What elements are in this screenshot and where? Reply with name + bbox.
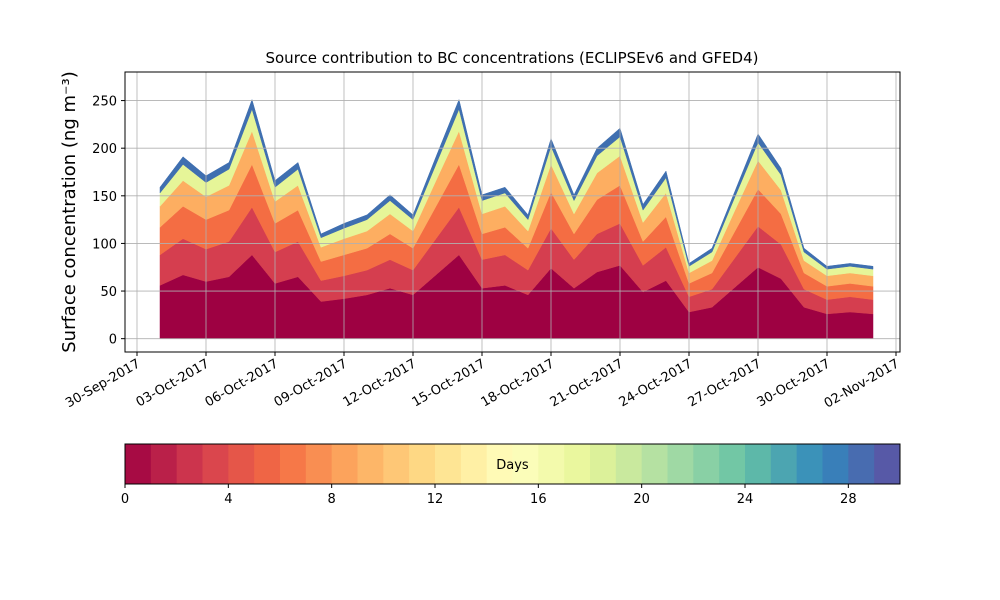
x-tick-label: 09-Oct-2017: [272, 356, 350, 410]
colorbar-tick-label: 12: [427, 492, 444, 507]
x-tick-label: 30-Oct-2017: [755, 356, 833, 410]
colorbar-level: [357, 444, 384, 484]
colorbar-level: [745, 444, 772, 484]
plot-frame: [124, 71, 901, 353]
y-axis-label: Surface concentration (ng m⁻³): [59, 71, 80, 353]
colorbar-level: [512, 444, 539, 484]
x-tick-label: 02-Nov-2017: [822, 356, 902, 411]
colorbar-level: [305, 444, 333, 484]
colorbar-level: [538, 444, 565, 484]
colorbar-level: [615, 444, 643, 484]
x-tick-label: 06-Oct-2017: [203, 356, 281, 410]
y-tick-label: 200: [92, 142, 117, 157]
y-tick-label: 0: [109, 333, 117, 348]
colorbar-level: [228, 444, 255, 484]
x-tick-label: 24-Oct-2017: [617, 356, 695, 410]
colorbar-tick-label: 28: [840, 492, 857, 507]
colorbar-level: [150, 444, 178, 484]
x-tick-label: 03-Oct-2017: [134, 356, 212, 410]
x-tick-label: 18-Oct-2017: [479, 356, 557, 410]
colorbar-level: [486, 444, 513, 484]
y-tick-label: 250: [92, 95, 117, 110]
chart-title: Source contribution to BC concentrations…: [265, 49, 758, 67]
colorbar-level: [254, 444, 281, 484]
colorbar-tick-label: 24: [737, 492, 754, 507]
colorbar-tick-label: 0: [121, 492, 129, 507]
colorbar-tick-label: 16: [530, 492, 547, 507]
colorbar-level: [719, 444, 746, 484]
x-tick-label: 12-Oct-2017: [341, 356, 419, 410]
colorbar-label: Days: [496, 458, 529, 473]
x-tick-label: 27-Oct-2017: [686, 356, 764, 410]
colorbar-level: [848, 444, 875, 484]
colorbar-level: [331, 444, 358, 484]
colorbar-level: [590, 444, 617, 484]
x-tick-label: 15-Oct-2017: [410, 356, 488, 410]
colorbar-level: [564, 444, 591, 484]
colorbar-tick-label: 20: [633, 492, 650, 507]
y-tick-label: 100: [92, 237, 117, 252]
colorbar-level: [280, 444, 307, 484]
colorbar-level: [383, 444, 410, 484]
colorbar-level: [667, 444, 694, 484]
colorbar-level: [693, 444, 720, 484]
y-tick-label: 50: [100, 285, 117, 300]
colorbar-frame: [124, 443, 901, 485]
colorbar-tick-label: 8: [328, 492, 336, 507]
colorbar-level: [202, 444, 229, 484]
y-tick-label: 150: [92, 190, 117, 205]
colorbar-level: [409, 444, 436, 484]
colorbar-tick-label: 4: [224, 492, 232, 507]
x-tick-label: 30-Sep-2017: [63, 356, 143, 411]
colorbar-level: [796, 444, 823, 484]
area-layer: [159, 98, 874, 270]
colorbar-level: [770, 444, 798, 484]
colorbar-level: [822, 444, 849, 484]
colorbar-level: [874, 444, 901, 484]
colorbar-level: [435, 444, 462, 484]
colorbar-level: [641, 444, 668, 484]
colorbar-level: [460, 444, 488, 484]
colorbar-level: [176, 444, 203, 484]
x-tick-label: 21-Oct-2017: [548, 356, 626, 410]
colorbar-level: [125, 444, 152, 484]
